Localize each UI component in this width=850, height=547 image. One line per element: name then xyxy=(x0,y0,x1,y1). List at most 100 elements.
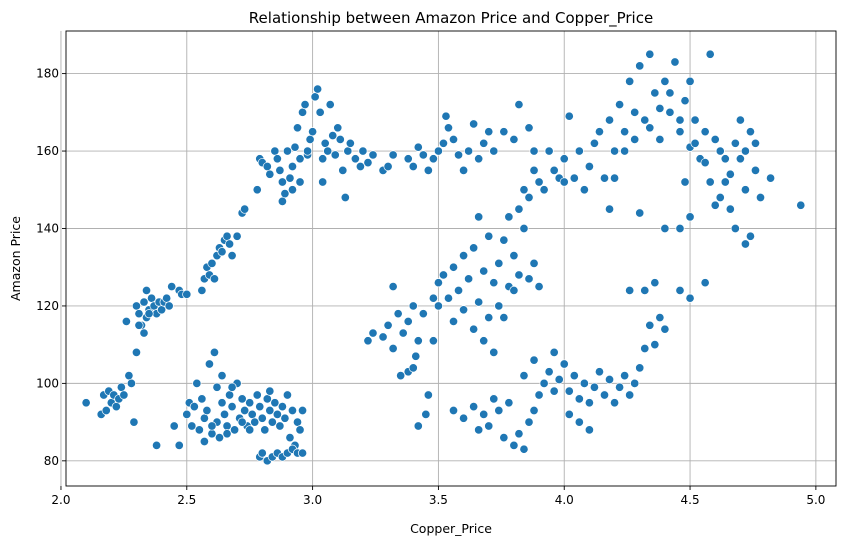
data-point xyxy=(295,177,305,187)
data-point xyxy=(650,278,660,288)
data-point xyxy=(260,425,270,435)
data-point xyxy=(539,185,549,195)
data-point xyxy=(250,417,260,427)
data-point xyxy=(660,76,670,86)
data-point xyxy=(459,413,469,423)
data-point xyxy=(730,138,740,148)
data-point xyxy=(459,305,469,315)
data-point xyxy=(529,258,539,268)
data-point xyxy=(464,146,474,156)
data-point xyxy=(290,142,300,152)
data-point xyxy=(408,363,418,373)
data-point xyxy=(675,127,685,137)
data-point xyxy=(635,363,645,373)
x-axis-ticks: 2.0 2.5 3.0 3.5 4.0 4.5 5.0 xyxy=(51,486,825,507)
data-point xyxy=(630,134,640,144)
data-point xyxy=(129,417,139,427)
data-point xyxy=(740,239,750,249)
data-point xyxy=(559,154,569,164)
data-point xyxy=(325,100,335,110)
data-point xyxy=(675,115,685,125)
data-point xyxy=(675,223,685,234)
data-point xyxy=(217,371,227,381)
x-axis-label: Copper_Price xyxy=(410,521,492,536)
y-tick-label: 140 xyxy=(36,221,59,235)
data-point xyxy=(615,382,625,392)
data-point xyxy=(147,293,157,303)
data-point xyxy=(604,374,615,385)
data-point xyxy=(227,402,237,412)
data-point xyxy=(297,107,308,117)
data-point xyxy=(245,398,255,408)
data-point xyxy=(494,301,504,311)
data-point xyxy=(287,185,298,195)
data-point xyxy=(604,115,615,125)
data-point xyxy=(237,394,247,404)
data-point xyxy=(459,165,469,175)
data-point xyxy=(345,138,355,148)
data-point xyxy=(131,347,142,357)
data-point xyxy=(267,417,277,427)
data-point xyxy=(665,88,675,98)
data-point xyxy=(685,212,695,222)
data-point xyxy=(766,173,776,183)
data-point xyxy=(287,161,298,172)
data-point xyxy=(685,76,695,86)
data-point xyxy=(207,421,217,431)
data-point xyxy=(297,405,308,416)
data-point xyxy=(182,289,192,299)
data-point xyxy=(265,169,275,179)
y-tick-label: 80 xyxy=(44,454,59,468)
data-point xyxy=(262,161,272,172)
data-point xyxy=(720,154,730,164)
data-point xyxy=(635,208,645,218)
data-point xyxy=(285,173,295,183)
data-point xyxy=(265,386,275,396)
data-point xyxy=(197,285,207,295)
data-point xyxy=(529,405,539,416)
data-point xyxy=(725,169,735,179)
data-point xyxy=(740,146,750,156)
data-point xyxy=(423,390,433,400)
data-point xyxy=(368,328,378,338)
data-point xyxy=(225,239,235,249)
data-point xyxy=(204,359,214,369)
data-point xyxy=(443,123,454,133)
data-point xyxy=(292,123,303,133)
data-point xyxy=(383,161,393,172)
data-point xyxy=(393,309,403,319)
data-point xyxy=(411,351,421,361)
data-point xyxy=(489,146,499,156)
data-point xyxy=(494,405,504,416)
data-point xyxy=(116,382,126,392)
data-point xyxy=(124,371,134,381)
x-tick-label: 2.5 xyxy=(177,493,196,507)
data-point xyxy=(610,398,620,408)
data-point xyxy=(519,223,529,234)
data-point xyxy=(119,390,129,400)
data-point xyxy=(464,274,474,284)
data-point xyxy=(630,107,640,117)
data-point xyxy=(443,293,454,303)
data-point xyxy=(610,146,620,156)
data-point xyxy=(680,177,690,187)
data-point xyxy=(569,371,579,381)
data-point xyxy=(282,146,292,156)
data-point xyxy=(280,413,290,423)
data-point xyxy=(197,394,207,404)
plot-frame xyxy=(65,30,837,487)
data-point xyxy=(363,336,373,346)
data-point xyxy=(579,185,589,195)
data-point xyxy=(126,378,136,388)
y-axis-ticks: 80 100 120 140 160 180 xyxy=(36,67,66,468)
data-point xyxy=(413,421,423,431)
data-point xyxy=(408,161,418,172)
data-point xyxy=(499,433,509,443)
data-point xyxy=(428,293,438,303)
y-tick-label: 120 xyxy=(36,299,59,313)
data-point xyxy=(388,343,398,354)
data-point xyxy=(750,138,761,148)
data-point xyxy=(469,119,479,129)
data-point xyxy=(640,285,650,295)
